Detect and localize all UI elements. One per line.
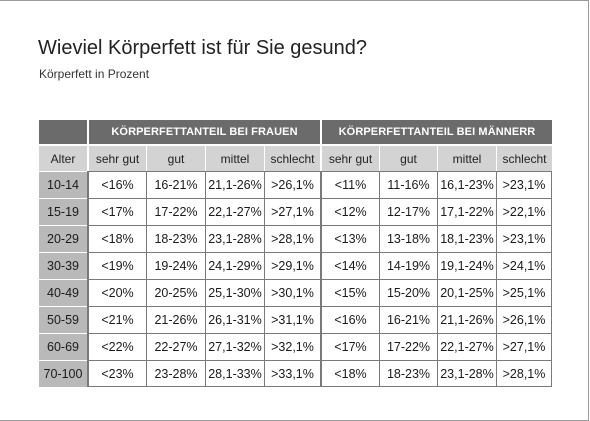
column-header-women-schlecht: schlecht: [264, 144, 320, 171]
men-mittel-cell: 17,1-22%: [437, 198, 496, 225]
women-sehr-gut-cell: <19%: [87, 252, 146, 279]
men-schlecht-cell: >28,1%: [496, 360, 552, 387]
age-cell: 15-19: [39, 198, 87, 225]
women-schlecht-cell: >27,1%: [264, 198, 320, 225]
women-gut-cell: 23-28%: [146, 360, 205, 387]
men-schlecht-cell: >22,1%: [496, 198, 552, 225]
men-gut-cell: 16-21%: [379, 306, 437, 333]
table-row: 30-39 <19% 19-24% 24,1-29% >29,1% <14% 14-19% 1…: [39, 252, 552, 279]
women-mittel-cell: 24,1-29%: [205, 252, 264, 279]
women-gut-cell: 19-24%: [146, 252, 205, 279]
group-header-men: KÖRPERFETTANTEIL BEI MÄNNERR: [320, 120, 552, 144]
age-cell: 20-29: [39, 225, 87, 252]
table-row: 20-29 <18% 18-23% 23,1-28% >28,1% <13% 13-18% 1…: [39, 225, 552, 252]
age-cell: 50-59: [39, 306, 87, 333]
women-mittel-cell: 21,1-26%: [205, 171, 264, 198]
column-header-women-sehr-gut: sehr gut: [87, 144, 146, 171]
women-mittel-cell: 23,1-28%: [205, 225, 264, 252]
women-gut-cell: 21-26%: [146, 306, 205, 333]
table-row: 50-59 <21% 21-26% 26,1-31% >31,1% <16% 16-21% 2…: [39, 306, 552, 333]
men-schlecht-cell: >26,1%: [496, 306, 552, 333]
men-sehr-gut-cell: <15%: [320, 279, 379, 306]
men-sehr-gut-cell: <12%: [320, 198, 379, 225]
men-mittel-cell: 23,1-28%: [437, 360, 496, 387]
table-row: 15-19 <17% 17-22% 22,1-27% >27,1% <12% 12-17% 1…: [39, 198, 552, 225]
women-mittel-cell: 28,1-33%: [205, 360, 264, 387]
men-sehr-gut-cell: <11%: [320, 171, 379, 198]
page-title: Wieviel Körperfett ist für Sie gesund?: [38, 37, 368, 59]
women-sehr-gut-cell: <17%: [87, 198, 146, 225]
women-sehr-gut-cell: <18%: [87, 225, 146, 252]
men-sehr-gut-cell: <13%: [320, 225, 379, 252]
men-schlecht-cell: >23,1%: [496, 225, 552, 252]
men-gut-cell: 15-20%: [379, 279, 437, 306]
women-gut-cell: 17-22%: [146, 198, 205, 225]
men-gut-cell: 12-17%: [379, 198, 437, 225]
age-cell: 70-100: [39, 360, 87, 387]
age-cell: 10-14: [39, 171, 87, 198]
men-mittel-cell: 18,1-23%: [437, 225, 496, 252]
women-sehr-gut-cell: <22%: [87, 333, 146, 360]
men-gut-cell: 11-16%: [379, 171, 437, 198]
women-schlecht-cell: >30,1%: [264, 279, 320, 306]
women-mittel-cell: 25,1-30%: [205, 279, 264, 306]
men-gut-cell: 17-22%: [379, 333, 437, 360]
table-row: 40-49 <20% 20-25% 25,1-30% >30,1% <15% 15-20% 2…: [39, 279, 552, 306]
women-gut-cell: 20-25%: [146, 279, 205, 306]
women-schlecht-cell: >26,1%: [264, 171, 320, 198]
table-row: 60-69 <22% 22-27% 27,1-32% >32,1% <17% 17-22% 2…: [39, 333, 552, 360]
age-cell: 60-69: [39, 333, 87, 360]
men-mittel-cell: 20,1-25%: [437, 279, 496, 306]
men-mittel-cell: 16,1-23%: [437, 171, 496, 198]
men-mittel-cell: 21,1-26%: [437, 306, 496, 333]
men-sehr-gut-cell: <18%: [320, 360, 379, 387]
age-cell: 30-39: [39, 252, 87, 279]
men-schlecht-cell: >24,1%: [496, 252, 552, 279]
women-mittel-cell: 26,1-31%: [205, 306, 264, 333]
women-schlecht-cell: >33,1%: [264, 360, 320, 387]
group-header-women: KÖRPERFETTANTEIL BEI FRAUEN: [87, 120, 320, 144]
women-sehr-gut-cell: <20%: [87, 279, 146, 306]
men-gut-cell: 18-23%: [379, 360, 437, 387]
age-cell: 40-49: [39, 279, 87, 306]
men-schlecht-cell: >25,1%: [496, 279, 552, 306]
men-sehr-gut-cell: <14%: [320, 252, 379, 279]
men-mittel-cell: 19,1-24%: [437, 252, 496, 279]
women-mittel-cell: 22,1-27%: [205, 198, 264, 225]
men-gut-cell: 14-19%: [379, 252, 437, 279]
women-gut-cell: 16-21%: [146, 171, 205, 198]
women-gut-cell: 18-23%: [146, 225, 205, 252]
men-schlecht-cell: >27,1%: [496, 333, 552, 360]
table-body: 10-14 <16% 16-21% 21,1-26% >26,1% <11% 11-16% 1…: [39, 171, 552, 387]
column-header-men-schlecht: schlecht: [496, 144, 552, 171]
table-row: 10-14 <16% 16-21% 21,1-26% >26,1% <11% 11-16% 1…: [39, 171, 552, 198]
men-sehr-gut-cell: <17%: [320, 333, 379, 360]
women-gut-cell: 22-27%: [146, 333, 205, 360]
table-row: 70-100 <23% 23-28% 28,1-33% >33,1% <18% 18-23%…: [39, 360, 552, 387]
women-schlecht-cell: >28,1%: [264, 225, 320, 252]
column-header-women-gut: gut: [146, 144, 205, 171]
women-mittel-cell: 27,1-32%: [205, 333, 264, 360]
women-sehr-gut-cell: <21%: [87, 306, 146, 333]
column-header-men-mittel: mittel: [437, 144, 496, 171]
page-subtitle: Körperfett in Prozent: [39, 67, 150, 81]
column-header-women-mittel: mittel: [205, 144, 264, 171]
men-gut-cell: 13-18%: [379, 225, 437, 252]
men-sehr-gut-cell: <16%: [320, 306, 379, 333]
column-header-men-gut: gut: [379, 144, 437, 171]
men-schlecht-cell: >23,1%: [496, 171, 552, 198]
table-corner: [39, 120, 87, 144]
women-schlecht-cell: >31,1%: [264, 306, 320, 333]
women-sehr-gut-cell: <16%: [87, 171, 146, 198]
column-header-age: Alter: [39, 144, 87, 171]
men-mittel-cell: 22,1-27%: [437, 333, 496, 360]
women-schlecht-cell: >29,1%: [264, 252, 320, 279]
women-schlecht-cell: >32,1%: [264, 333, 320, 360]
column-header-men-sehr-gut: sehr gut: [320, 144, 379, 171]
women-sehr-gut-cell: <23%: [87, 360, 146, 387]
body-fat-table: KÖRPERFETTANTEIL BEI FRAUEN KÖRPERFETTAN…: [39, 120, 552, 387]
